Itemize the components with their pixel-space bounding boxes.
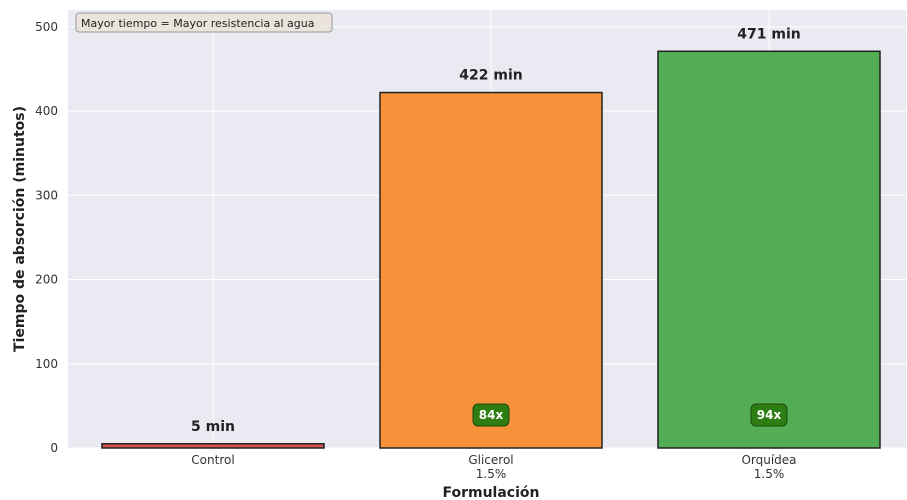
ratio-badge: 84x (472, 403, 510, 427)
bar (657, 50, 881, 449)
bar-value-label: 422 min (459, 68, 522, 84)
x-tick-label: 1.5% (476, 467, 507, 481)
bars (101, 50, 881, 449)
y-tick-label: 500 (35, 20, 58, 34)
y-tick-label: 400 (35, 104, 58, 118)
y-tick-label: 100 (35, 357, 58, 371)
bar (101, 443, 325, 449)
value-labels: 5 min 422 min 471 min (191, 26, 801, 435)
y-tick-label: 300 (35, 188, 58, 202)
ratio-badge-label: 94x (757, 408, 782, 422)
x-tick-label: Control (191, 453, 234, 467)
annotation-text: Mayor tiempo = Mayor resistencia al agua (81, 17, 314, 30)
x-tick-label: Orquídea (741, 453, 796, 467)
x-axis-label: Formulación (442, 485, 539, 500)
y-axis-label: Tiempo de absorción (minutos) (12, 106, 28, 352)
ratio-badges: 84x 94x (472, 403, 788, 427)
bar (379, 91, 603, 449)
y-tick-label: 0 (50, 441, 58, 455)
y-tick-label: 200 (35, 273, 58, 287)
y-axis-ticks: 0 100 200 300 400 500 (35, 20, 58, 455)
ratio-badge-bg (750, 403, 788, 427)
ratio-badge-label: 84x (479, 408, 504, 422)
annotation-box: Mayor tiempo = Mayor resistencia al agua (75, 12, 333, 33)
x-tick-label: Glicerol (468, 453, 513, 467)
bar-value-label: 471 min (737, 26, 800, 42)
ratio-badge-bg (472, 403, 510, 427)
x-tick-label: 1.5% (754, 467, 785, 481)
ratio-badge: 94x (750, 403, 788, 427)
bar-value-label: 5 min (191, 419, 235, 435)
